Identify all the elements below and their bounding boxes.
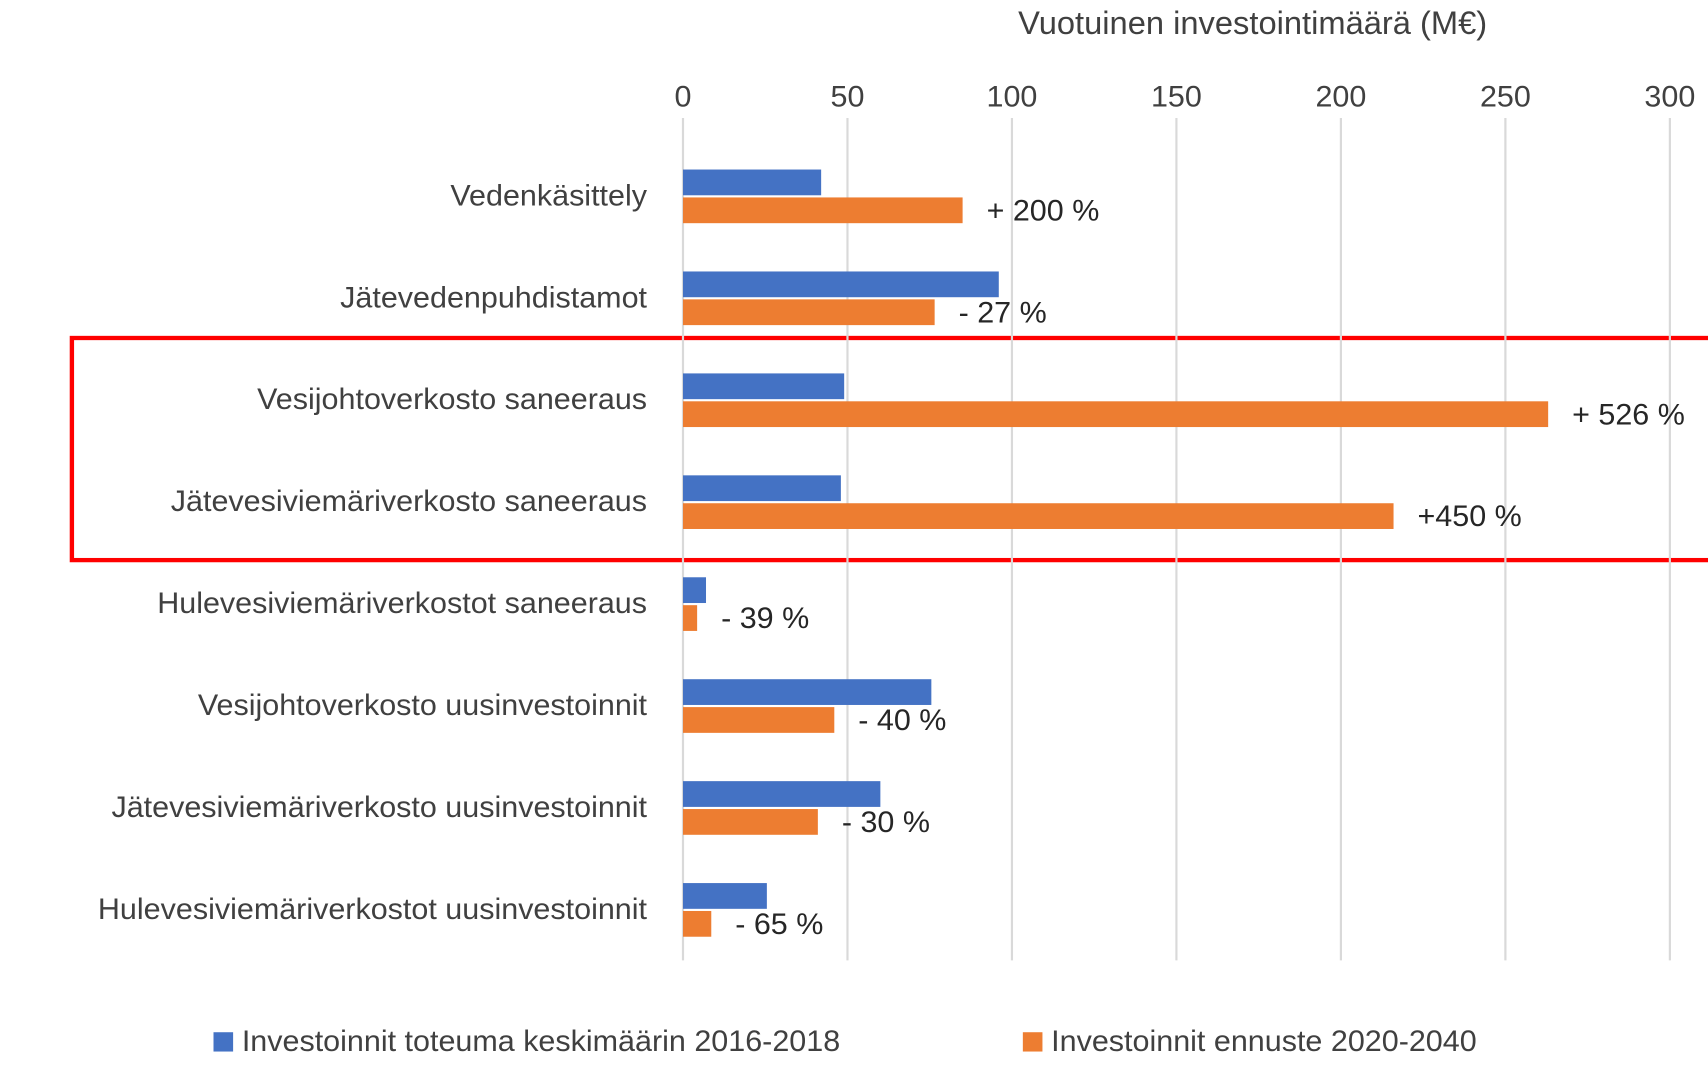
y-tick-label: Hulevesiviemäriverkostot uusinvestoinnit [98, 893, 648, 926]
y-tick-label: Hulevesiviemäriverkostot saneeraus [157, 587, 647, 620]
annotation: - 65 % [735, 908, 823, 941]
annotation: - 30 % [842, 806, 930, 839]
y-tick-label: Vedenkäsittely [450, 180, 648, 213]
bar [682, 809, 818, 835]
legend-label: Investoinnit toteuma keskimäärin 2016-20… [242, 1025, 840, 1058]
annotation: + 526 % [1572, 398, 1685, 431]
bar [682, 373, 845, 400]
y-tick-label: Jätevesiviemäriverkosto saneeraus [171, 485, 647, 518]
annotation: - 27 % [959, 297, 1047, 330]
bar [682, 271, 999, 298]
x-tick-label: 50 [831, 81, 865, 114]
x-tick-label: 150 [1151, 81, 1202, 114]
bar [682, 169, 822, 196]
bar [682, 883, 767, 909]
chart-title: Vuotuinen investointimäärä (M€) [1018, 5, 1487, 41]
x-tick-label: 0 [674, 81, 691, 114]
bar [682, 707, 835, 733]
bar [682, 299, 935, 326]
bar [682, 197, 963, 224]
bar [682, 605, 698, 631]
y-tick-label: Vesijohtoverkosto uusinvestoinnit [198, 689, 648, 722]
bar [682, 577, 707, 604]
y-tick-label: Jätevedenpuhdistamot [340, 282, 647, 315]
legend-swatch [213, 1032, 234, 1052]
x-tick-label: 200 [1315, 81, 1366, 114]
bar [682, 781, 881, 807]
x-tick-label: 250 [1480, 81, 1531, 114]
legend-swatch [1022, 1032, 1043, 1052]
y-tick-label: Jätevesiviemäriverkosto uusinvestoinnit [111, 791, 647, 824]
annotation: + 200 % [987, 195, 1100, 228]
annotation: +450 % [1418, 500, 1522, 533]
bar [682, 679, 932, 705]
bar [682, 475, 841, 502]
bar [682, 503, 1394, 529]
bar [682, 401, 1549, 428]
highlight-box [69, 335, 1708, 563]
bar [682, 910, 712, 937]
annotation: - 40 % [858, 704, 946, 737]
x-tick-label: 300 [1644, 81, 1695, 114]
legend-label: Investoinnit ennuste 2020-2040 [1051, 1025, 1477, 1058]
annotation: - 39 % [721, 602, 809, 635]
x-tick-label: 100 [987, 81, 1038, 114]
y-tick-label: Vesijohtoverkosto saneeraus [257, 383, 647, 416]
